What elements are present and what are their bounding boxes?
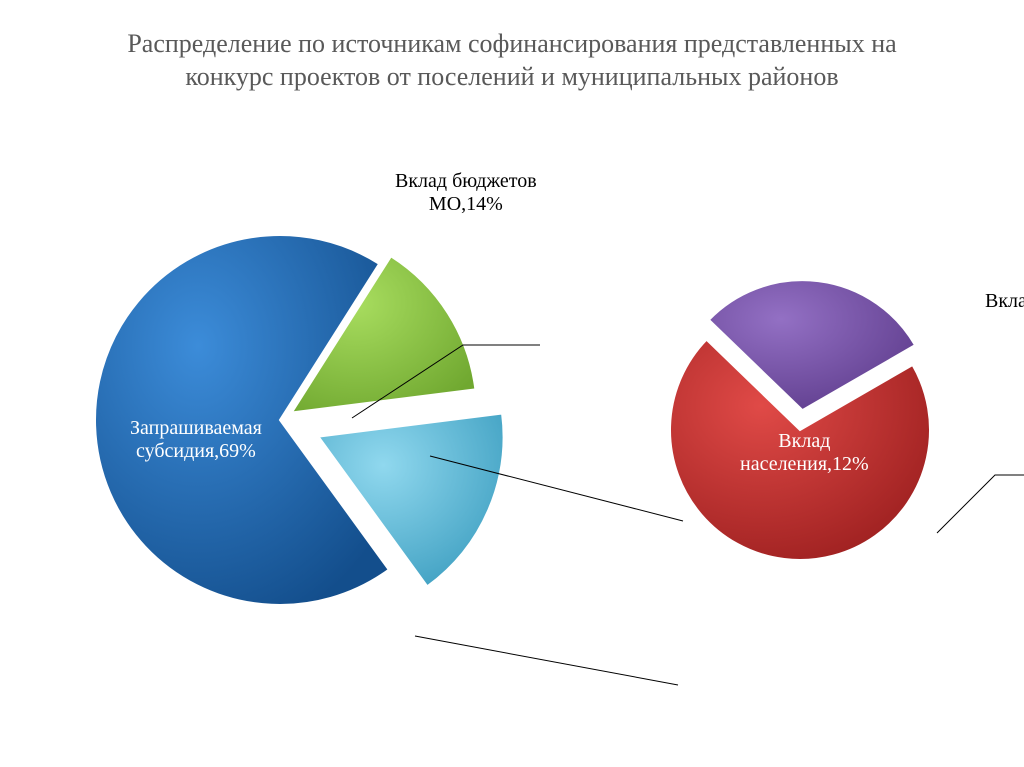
label-population12-text: Вкладнаселения,12% xyxy=(740,430,869,475)
label-subsidy-text: Запрашиваемаясубсидия,69% xyxy=(130,417,262,462)
label-mo-budget: Вклад бюджетовМО,14% xyxy=(395,170,537,216)
page-title: Распределение по источникам софинансиров… xyxy=(0,0,1024,93)
label-subsidy: Запрашиваемаясубсидия,69% xyxy=(130,417,262,463)
chart-area: Запрашиваемаясубсидия,69% Вклад бюджетов… xyxy=(0,160,1024,760)
label-population12: Вкладнаселения,12% xyxy=(740,430,869,476)
label-vklad: Вклад xyxy=(985,290,1024,313)
label-vklad-text: Вклад xyxy=(985,290,1024,312)
label-mo-budget-text: Вклад бюджетовМО,14% xyxy=(395,170,537,215)
